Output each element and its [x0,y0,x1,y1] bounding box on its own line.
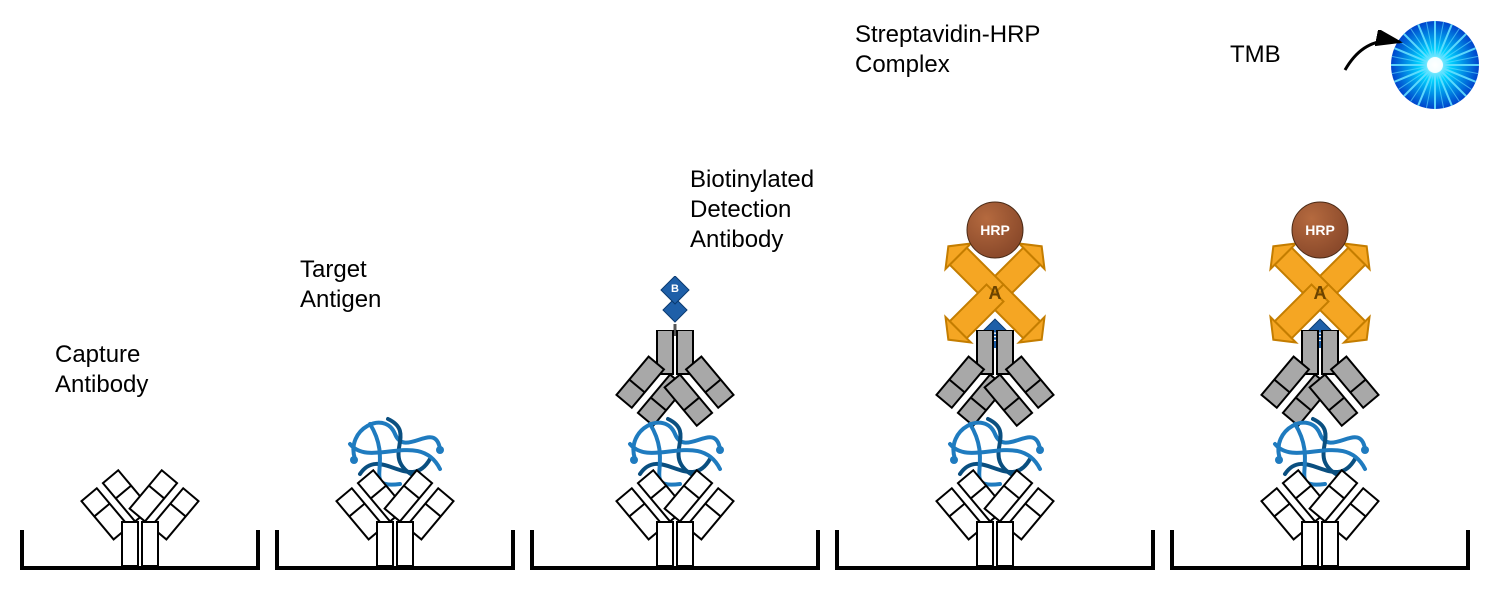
component-stack: B A HRP [935,198,1055,566]
label-target-antigen: Target Antigen [300,255,381,315]
panel-4: B A HRP [835,30,1155,570]
label-capture-antibody: Capture Antibody [55,340,148,400]
capture-antibody-icon [1260,466,1380,566]
panel-1 [20,30,260,570]
svg-text:HRP: HRP [980,222,1010,238]
label-streptavidin-hrp: Streptavidin-HRP Complex [855,20,1040,80]
svg-text:A: A [989,283,1002,303]
capture-antibody-icon [335,466,455,566]
streptavidin-hrp-icon: B A HRP [940,198,1050,348]
label-tmb: TMB [1230,40,1281,70]
panel-5: B A HRP [1170,30,1470,570]
component-stack [335,404,455,566]
tmb-arrow-icon [1340,30,1410,80]
capture-antibody-icon [935,466,1055,566]
svg-text:B: B [671,283,679,295]
streptavidin-hrp-icon: B A HRP [1265,198,1375,348]
capture-antibody-icon [80,466,200,566]
component-stack: B A HRP [1260,198,1380,566]
panel-3: B [530,30,820,570]
component-stack [80,466,200,566]
label-detection-antibody: Biotinylated Detection Antibody [690,165,814,255]
biotin-icon: B [657,276,693,336]
elisa-diagram: B [0,0,1500,600]
component-stack: B [615,276,735,566]
svg-text:HRP: HRP [1305,222,1335,238]
svg-text:A: A [1314,283,1327,303]
capture-antibody-icon [615,466,735,566]
